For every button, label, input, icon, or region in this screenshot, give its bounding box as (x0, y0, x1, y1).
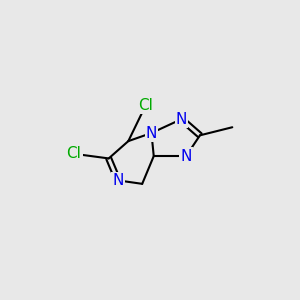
Text: Cl: Cl (138, 98, 153, 113)
Text: N: N (180, 148, 192, 164)
Text: N: N (112, 173, 124, 188)
Text: N: N (146, 125, 157, 140)
Text: Cl: Cl (67, 146, 82, 161)
Text: N: N (176, 112, 187, 127)
